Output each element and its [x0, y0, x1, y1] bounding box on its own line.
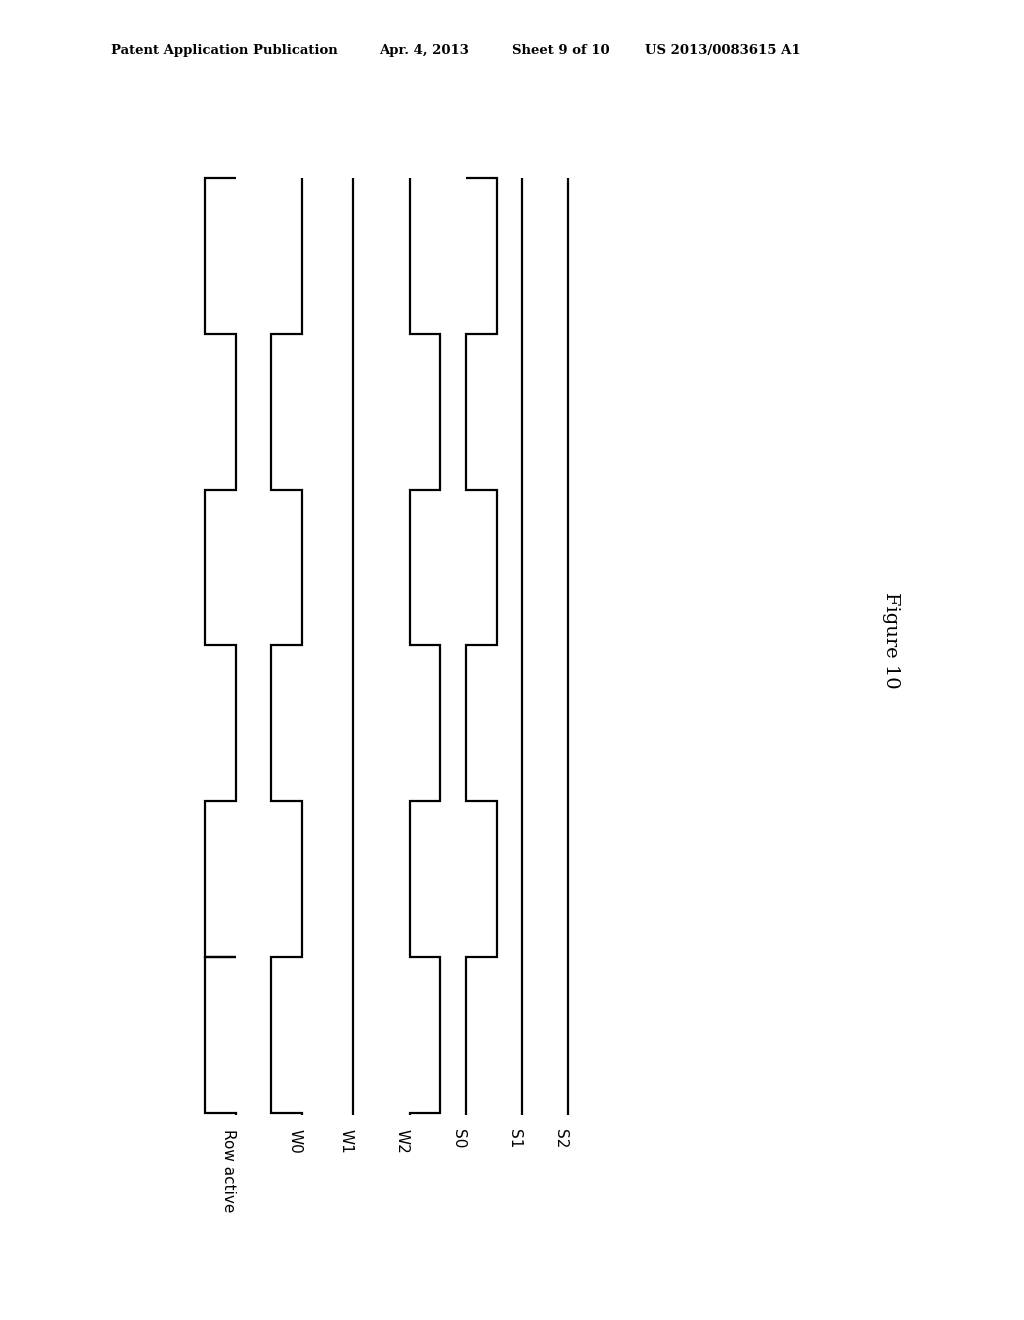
- Text: Row active: Row active: [220, 1129, 236, 1212]
- Text: Figure 10: Figure 10: [882, 591, 900, 689]
- Text: W1: W1: [338, 1129, 353, 1154]
- Text: S1: S1: [507, 1129, 522, 1148]
- Text: Sheet 9 of 10: Sheet 9 of 10: [512, 44, 609, 57]
- Text: S2: S2: [553, 1129, 568, 1148]
- Text: W2: W2: [394, 1129, 410, 1154]
- Text: Apr. 4, 2013: Apr. 4, 2013: [379, 44, 469, 57]
- Text: US 2013/0083615 A1: US 2013/0083615 A1: [645, 44, 801, 57]
- Text: Patent Application Publication: Patent Application Publication: [111, 44, 337, 57]
- Text: W0: W0: [287, 1129, 302, 1154]
- Text: S0: S0: [451, 1129, 466, 1148]
